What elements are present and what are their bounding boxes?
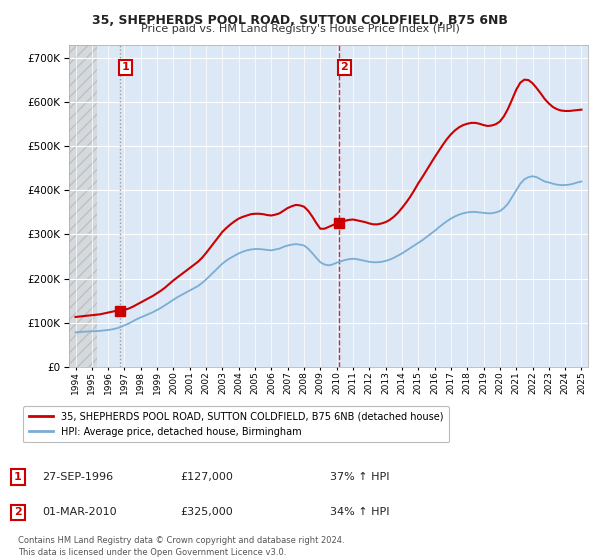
Text: 37% ↑ HPI: 37% ↑ HPI: [330, 472, 389, 482]
Text: 34% ↑ HPI: 34% ↑ HPI: [330, 507, 389, 517]
Text: Contains HM Land Registry data © Crown copyright and database right 2024.
This d: Contains HM Land Registry data © Crown c…: [18, 536, 344, 557]
Text: 2: 2: [14, 507, 22, 517]
Legend: 35, SHEPHERDS POOL ROAD, SUTTON COLDFIELD, B75 6NB (detached house), HPI: Averag: 35, SHEPHERDS POOL ROAD, SUTTON COLDFIEL…: [23, 406, 449, 442]
Text: £127,000: £127,000: [180, 472, 233, 482]
Text: 2: 2: [340, 62, 348, 72]
Text: 35, SHEPHERDS POOL ROAD, SUTTON COLDFIELD, B75 6NB: 35, SHEPHERDS POOL ROAD, SUTTON COLDFIEL…: [92, 14, 508, 27]
Text: 27-SEP-1996: 27-SEP-1996: [42, 472, 113, 482]
Text: Price paid vs. HM Land Registry's House Price Index (HPI): Price paid vs. HM Land Registry's House …: [140, 24, 460, 34]
Text: 1: 1: [14, 472, 22, 482]
Text: 01-MAR-2010: 01-MAR-2010: [42, 507, 116, 517]
Text: 1: 1: [121, 62, 129, 72]
Text: £325,000: £325,000: [180, 507, 233, 517]
Bar: [69, 45, 97, 367]
